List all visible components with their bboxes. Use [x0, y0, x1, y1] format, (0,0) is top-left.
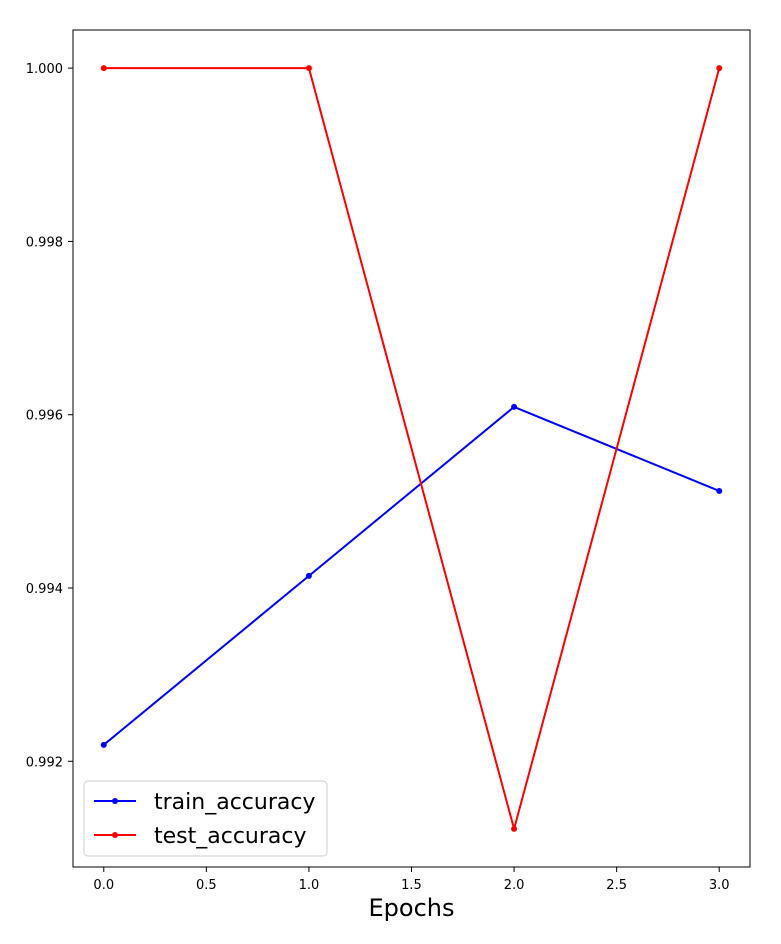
series-line-test_accuracy [103, 67, 721, 830]
legend-label: test_accuracy [154, 824, 307, 849]
data-point-train_accuracy-2 [511, 403, 518, 410]
data-point-test_accuracy-0 [100, 65, 107, 72]
data-point-test_accuracy-3 [716, 65, 723, 72]
x-tick-label: 1.5 [401, 878, 422, 893]
legend-item-test_accuracy: test_accuracy [94, 824, 307, 849]
data-point-train_accuracy-0 [100, 741, 107, 748]
x-tick-label: 0.0 [93, 878, 114, 893]
y-tick-label: 0.996 [26, 409, 63, 424]
x-tick-label: 2.0 [504, 878, 525, 893]
data-point-train_accuracy-3 [716, 487, 723, 494]
y-tick-label: 0.992 [26, 755, 63, 770]
x-axis-ticks: 0.0 0.5 1.0 1.5 2.0 2.5 3.0 [93, 867, 730, 893]
y-axis-ticks: 0.992 0.994 0.996 0.998 1.000 [26, 62, 73, 770]
x-tick-label: 1.0 [299, 878, 320, 893]
x-axis-label: Epochs [369, 894, 455, 922]
y-tick-label: 1.000 [26, 62, 63, 77]
legend-swatch-marker [112, 832, 118, 838]
data-point-test_accuracy-1 [305, 65, 312, 72]
x-tick-label: 0.5 [196, 878, 217, 893]
data-point-test_accuracy-2 [511, 825, 518, 832]
legend-box [83, 780, 328, 857]
x-tick-label: 3.0 [709, 878, 730, 893]
y-tick-label: 0.998 [26, 235, 63, 250]
y-tick-label: 0.994 [26, 582, 63, 597]
legend-label: train_accuracy [154, 790, 315, 815]
series-test_accuracy [100, 65, 723, 832]
legend-swatch-marker [112, 798, 118, 804]
legend-item-train_accuracy: train_accuracy [94, 790, 315, 815]
legend: train_accuracy test_accuracy [83, 780, 328, 857]
x-tick-label: 2.5 [606, 878, 627, 893]
series-layer [100, 65, 723, 832]
data-point-train_accuracy-1 [305, 572, 312, 579]
